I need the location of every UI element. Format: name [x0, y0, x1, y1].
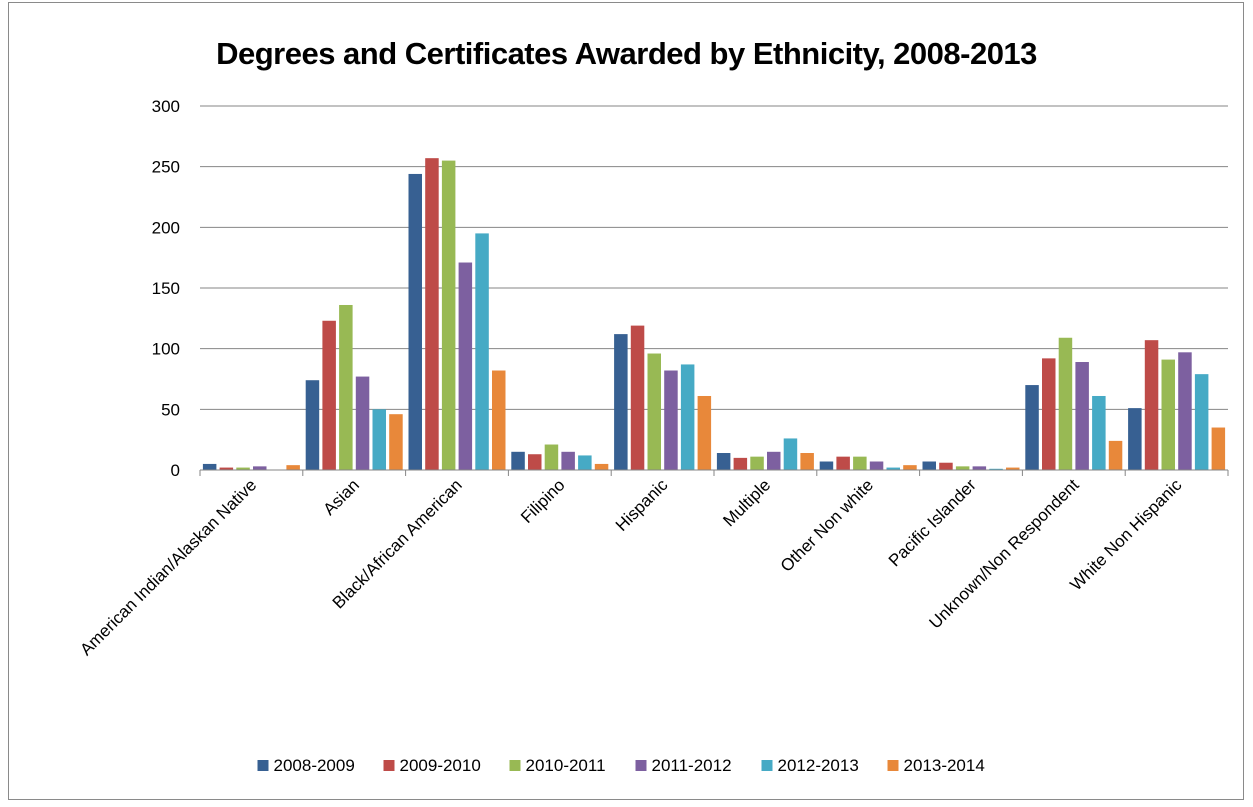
bar	[783, 438, 798, 470]
x-tick-label: Pacific Islander	[885, 475, 980, 570]
bar	[1128, 408, 1142, 470]
bar	[1075, 362, 1089, 470]
x-tick-label: American Indian/Alaskan Native	[76, 475, 260, 659]
bar	[322, 320, 336, 470]
bar	[869, 461, 884, 470]
bar	[853, 456, 867, 470]
bar	[819, 461, 834, 470]
bar	[1211, 427, 1226, 470]
bar	[939, 462, 953, 470]
legend-swatch	[383, 760, 395, 771]
bar	[1058, 337, 1073, 470]
legend-label: 2009-2010	[400, 756, 481, 775]
bar	[767, 451, 781, 470]
bar	[1108, 440, 1123, 470]
y-tick-label: 150	[152, 279, 180, 298]
bar	[528, 454, 542, 470]
legend-swatch	[635, 760, 647, 771]
bar	[475, 233, 489, 470]
bar	[492, 370, 506, 470]
bar	[800, 453, 814, 470]
bar	[836, 456, 850, 470]
bar	[886, 467, 900, 470]
y-tick-label: 200	[152, 218, 180, 237]
bar	[305, 380, 320, 470]
bar	[202, 463, 217, 470]
bar	[1025, 385, 1039, 470]
bar	[680, 364, 695, 470]
bar	[1194, 374, 1209, 470]
legend-swatch	[257, 760, 269, 771]
bar	[614, 334, 628, 470]
legend-label: 2010-2011	[526, 756, 606, 775]
bar	[544, 444, 559, 470]
bar	[1006, 467, 1020, 470]
bar	[408, 173, 422, 470]
bar	[1144, 340, 1159, 470]
bar	[664, 370, 678, 470]
bar	[922, 461, 936, 470]
bar	[594, 463, 609, 470]
bar	[441, 160, 456, 470]
legend-label: 2013-2014	[904, 756, 985, 775]
bar	[733, 457, 748, 470]
bar	[372, 409, 386, 470]
y-tick-label: 50	[161, 400, 180, 419]
bar	[511, 451, 525, 470]
bar	[972, 466, 987, 470]
bar	[1092, 395, 1106, 470]
bar	[647, 353, 661, 470]
chart-title: Degrees and Certificates Awarded by Ethn…	[216, 36, 1037, 71]
x-tick-label: White Non Hispanic	[1066, 475, 1185, 594]
bar	[955, 466, 970, 470]
bar	[355, 376, 370, 470]
x-tick-label: Other Non white	[777, 475, 877, 575]
bar	[236, 467, 250, 470]
bar	[219, 467, 234, 470]
legend-swatch	[761, 760, 773, 771]
bar	[989, 468, 1003, 470]
bar	[253, 466, 267, 470]
bar	[716, 453, 731, 470]
bar	[286, 465, 300, 470]
bar	[630, 325, 645, 470]
legend-label: 2012-2013	[778, 756, 859, 775]
legend-label: 2008-2009	[274, 756, 355, 775]
legend-swatch	[509, 760, 521, 771]
bar	[389, 414, 403, 470]
bar	[903, 465, 917, 470]
x-tick-label: Multiple	[719, 475, 774, 530]
bar	[458, 262, 473, 470]
y-tick-label: 100	[152, 340, 180, 359]
legend-label: 2011-2012	[652, 756, 732, 775]
bar	[1042, 358, 1056, 470]
x-tick-label: Hispanic	[612, 475, 672, 535]
bar	[561, 451, 575, 470]
bar	[750, 456, 764, 470]
y-tick-label: 250	[152, 158, 180, 177]
x-tick-label: Asian	[320, 475, 364, 519]
bar	[578, 455, 592, 470]
bar	[1178, 352, 1192, 470]
bar	[697, 395, 712, 470]
legend-swatch	[887, 760, 899, 771]
x-tick-label: Filipino	[517, 475, 569, 527]
bar	[1161, 359, 1175, 470]
y-tick-label: 300	[152, 97, 180, 116]
bar	[339, 304, 353, 470]
bar	[425, 158, 439, 471]
y-tick-label: 0	[171, 461, 180, 480]
